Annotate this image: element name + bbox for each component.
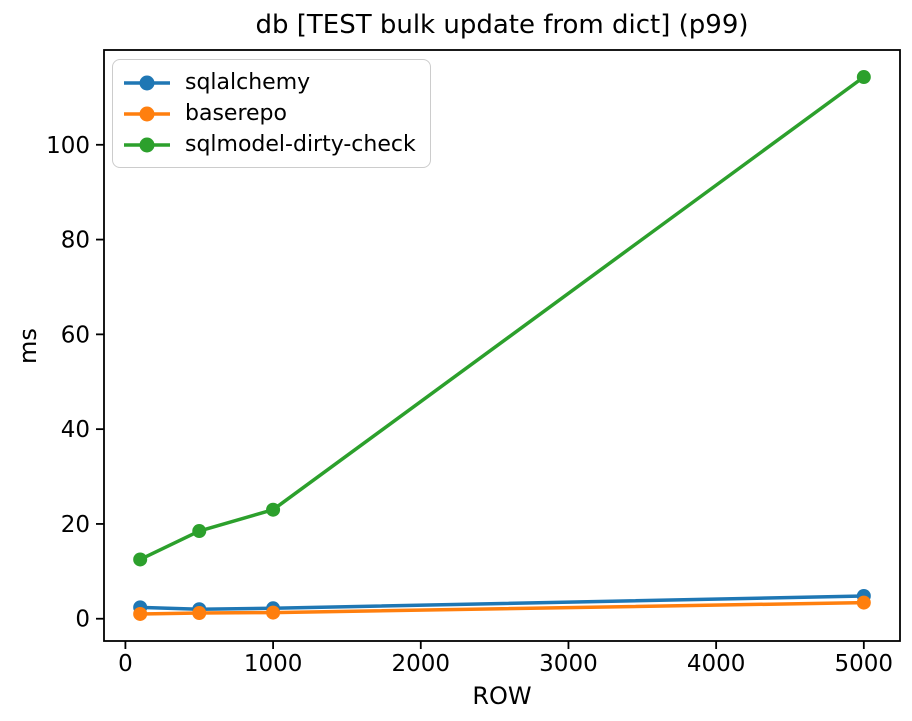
legend-item: sqlmodel-dirty-check bbox=[123, 129, 416, 160]
chart-title: db [TEST bulk update from dict] (p99) bbox=[255, 10, 749, 40]
plot-spines bbox=[103, 49, 901, 642]
x-tick-label: 4000 bbox=[687, 651, 746, 677]
x-axis: 0 1000 2000 3000 4000 5000 bbox=[118, 641, 893, 677]
legend-line-marker-icon bbox=[124, 137, 170, 152]
y-axis-label: ms bbox=[14, 328, 42, 364]
legend-label: sqlmodel-dirty-check bbox=[185, 131, 416, 157]
data-point-marker bbox=[266, 605, 281, 620]
legend-label: sqlalchemy bbox=[185, 69, 311, 95]
series-sqlmodel-dirty-check bbox=[133, 70, 871, 567]
series-baserepo bbox=[133, 595, 871, 621]
data-point-marker bbox=[133, 606, 148, 621]
x-tick-label: 1000 bbox=[244, 651, 303, 677]
series-line bbox=[138, 600, 866, 616]
data-point-marker bbox=[856, 70, 871, 85]
data-point-marker bbox=[856, 595, 871, 610]
y-tick-label: 100 bbox=[46, 133, 90, 159]
y-tick-label: 80 bbox=[61, 228, 90, 254]
series-line bbox=[138, 594, 866, 611]
x-tick-label: 3000 bbox=[539, 651, 598, 677]
x-tick-label: 2000 bbox=[392, 651, 451, 677]
data-point-marker bbox=[192, 606, 207, 621]
x-axis-label: ROW bbox=[472, 682, 532, 710]
data-point-marker bbox=[192, 524, 207, 539]
legend: sqlalchemy baserepo sqlmodel-dirty-check bbox=[112, 59, 431, 168]
data-point-marker bbox=[266, 502, 281, 517]
data-point-marker bbox=[133, 552, 148, 567]
y-tick-label: 0 bbox=[75, 607, 90, 633]
y-tick-label: 40 bbox=[61, 417, 90, 443]
x-tick-label: 0 bbox=[118, 651, 133, 677]
legend-item: baserepo bbox=[123, 98, 416, 129]
y-axis: 0 20 40 60 80 100 bbox=[46, 133, 104, 633]
legend-line-marker-icon bbox=[124, 106, 170, 121]
x-tick-label: 5000 bbox=[835, 651, 894, 677]
legend-line-marker-icon bbox=[124, 75, 170, 90]
legend-item: sqlalchemy bbox=[123, 67, 416, 98]
y-tick-label: 60 bbox=[61, 322, 90, 348]
legend-label: baserepo bbox=[185, 100, 287, 126]
y-tick-label: 20 bbox=[61, 512, 90, 538]
series-line bbox=[138, 75, 866, 562]
